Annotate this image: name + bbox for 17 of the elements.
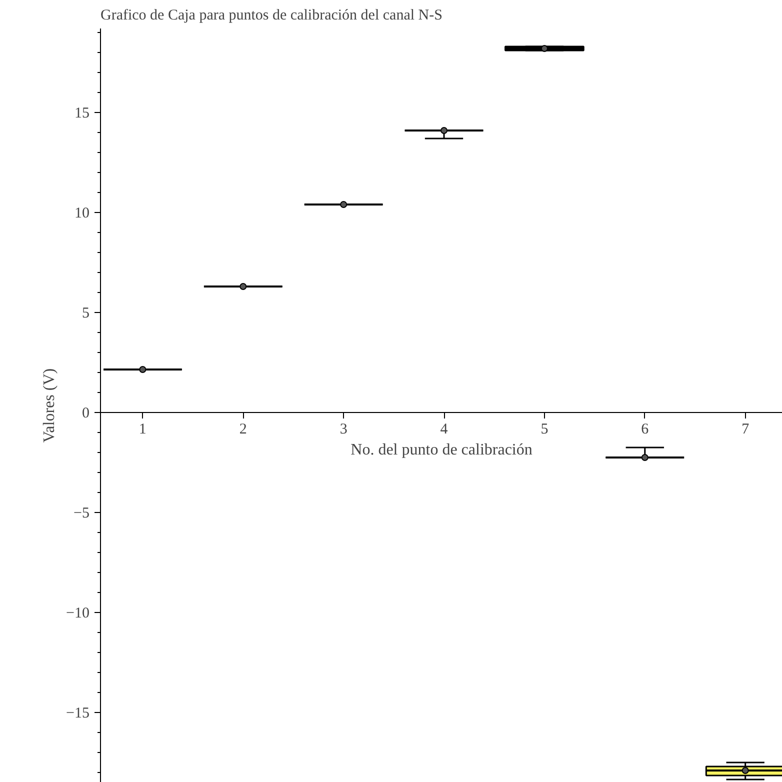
x-tick-label: 5 bbox=[540, 422, 548, 438]
y-tick-label: 5 bbox=[82, 306, 90, 322]
x-axis-title: No. del punto de calibración bbox=[350, 442, 532, 458]
y-tick-label: −10 bbox=[66, 606, 90, 622]
y-axis-title: Valores (V) bbox=[41, 368, 58, 443]
y-tick-label: 10 bbox=[74, 206, 90, 222]
x-tick-label: 7 bbox=[742, 422, 750, 438]
chart-title: Grafico de Caja para puntos de calibración del canal N-S bbox=[100, 8, 442, 24]
y-tick-label: 0 bbox=[82, 406, 90, 422]
x-tick-label: 2 bbox=[239, 422, 247, 438]
x-tick-label: 6 bbox=[641, 422, 650, 438]
y-tick-label: −5 bbox=[74, 506, 90, 522]
y-tick-label: −15 bbox=[66, 706, 90, 722]
y-tick-label: 15 bbox=[74, 106, 90, 122]
x-tick-label: 3 bbox=[340, 422, 348, 438]
x-tick-label: 1 bbox=[138, 422, 146, 438]
x-tick-label: 4 bbox=[440, 422, 448, 438]
